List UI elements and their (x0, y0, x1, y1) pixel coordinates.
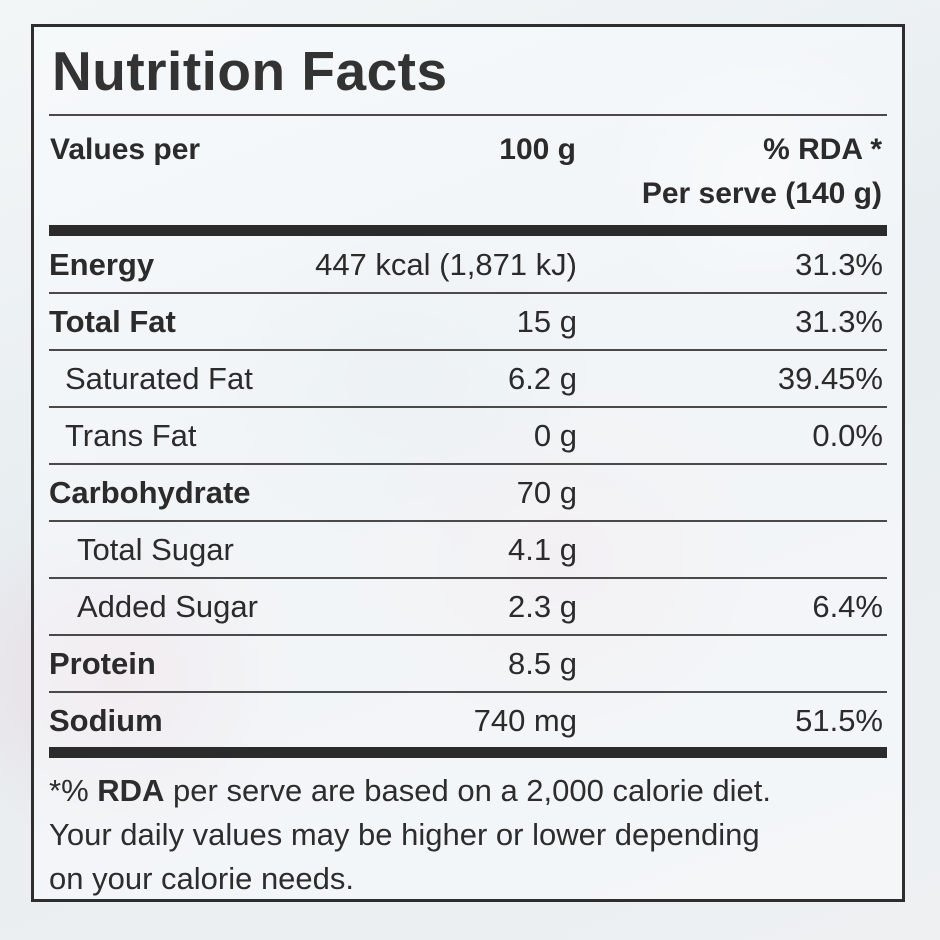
nutrient-name: Added Sugar (77, 589, 258, 624)
nutrient-name: Saturated Fat (65, 361, 253, 396)
nutrient-name: Carbohydrate (49, 475, 251, 510)
nutrient-value: 6.2 g (508, 361, 577, 396)
row-saturated-fat: Saturated Fat 6.2 g 39.45% (49, 351, 887, 407)
nutrient-value: 70 g (516, 475, 577, 510)
header-per-serve: Per serve (140 g) (641, 177, 882, 210)
nutrient-value: 740 mg (473, 703, 577, 738)
header-rda: % RDA * (763, 133, 882, 166)
row-total-sugar: Total Sugar 4.1 g (49, 522, 887, 578)
row-divider (49, 520, 887, 522)
nutrient-value: 447 kcal (1,871 kJ) (315, 247, 577, 282)
nutrient-name: Sodium (49, 703, 163, 738)
nutrient-name: Total Fat (49, 304, 176, 339)
nutrient-rda: 6.4% (812, 589, 883, 624)
row-protein: Protein 8.5 g (49, 636, 887, 692)
nutrient-name: Protein (49, 646, 156, 681)
nutrient-rda: 0.0% (812, 418, 883, 453)
nutrient-rda: 31.3% (795, 304, 883, 339)
header-per-100g: 100 g (499, 133, 576, 166)
footnote: *% RDA per serve are based on a 2,000 ca… (49, 769, 889, 901)
row-carbohydrate: Carbohydrate 70 g (49, 465, 887, 521)
row-trans-fat: Trans Fat 0 g 0.0% (49, 408, 887, 464)
nutrient-name: Total Sugar (77, 532, 234, 567)
nutrient-value: 4.1 g (508, 532, 577, 567)
row-energy: Energy 447 kcal (1,871 kJ) 31.3% (49, 237, 887, 293)
nutrient-value: 15 g (516, 304, 577, 339)
header-thick-divider (49, 225, 887, 236)
nutrient-name: Energy (49, 247, 155, 282)
title-divider (49, 114, 887, 116)
nutrient-name: Trans Fat (65, 418, 197, 453)
footnote-line-2: Your daily values may be higher or lower… (49, 817, 760, 852)
row-total-fat: Total Fat 15 g 31.3% (49, 294, 887, 350)
footer-thick-divider (49, 747, 887, 758)
row-divider (49, 691, 887, 693)
row-divider (49, 292, 887, 294)
nutrient-rda: 31.3% (795, 247, 883, 282)
row-divider (49, 634, 887, 636)
header-values-per: Values per (50, 133, 201, 166)
nutrient-value: 2.3 g (508, 589, 577, 624)
row-divider (49, 577, 887, 579)
nutrient-rda: 51.5% (795, 703, 883, 738)
label-title: Nutrition Facts (52, 40, 448, 102)
footnote-line-1: *% RDA per serve are based on a 2,000 ca… (49, 773, 772, 808)
row-divider (49, 463, 887, 465)
footnote-rda-bold: RDA (97, 773, 165, 808)
footnote-line-3: on your calorie needs. (49, 861, 355, 896)
nutrient-value: 8.5 g (508, 646, 577, 681)
row-divider (49, 406, 887, 408)
nutrient-rda: 39.45% (777, 361, 883, 396)
row-divider (49, 349, 887, 351)
nutrition-facts-label: Nutrition Facts Values per 100 g % RDA *… (31, 24, 905, 902)
row-added-sugar: Added Sugar 2.3 g 6.4% (49, 579, 887, 635)
row-sodium: Sodium 740 mg 51.5% (49, 693, 887, 749)
nutrient-value: 0 g (533, 418, 577, 453)
